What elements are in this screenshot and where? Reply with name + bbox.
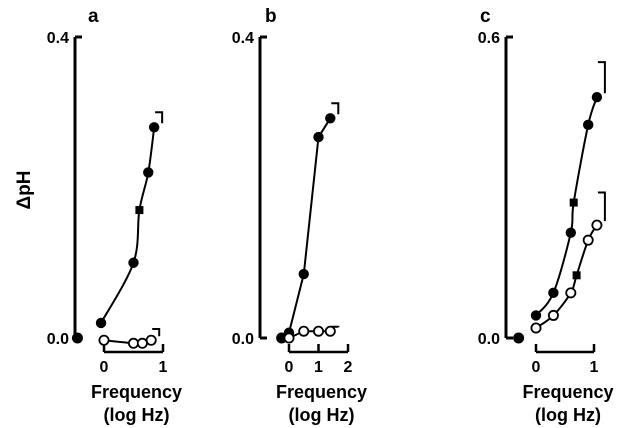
- error-bar: [597, 191, 606, 222]
- x-tick-label: 0: [532, 359, 541, 376]
- series-open: [530, 191, 606, 334]
- y-tick-label: 0.6: [478, 30, 500, 47]
- data-point: [325, 113, 336, 124]
- error-bar: [597, 61, 606, 94]
- panel-c: c 0.0 0.6 0 1 Frequency (log Hz): [478, 6, 614, 425]
- x-tick-label: 1: [159, 359, 168, 376]
- data-point: [530, 322, 542, 334]
- series-filled: [283, 102, 340, 338]
- x-axis-title: Frequency: [91, 382, 182, 402]
- error-bar: [152, 327, 161, 337]
- y-axis-title: ΔpH: [14, 171, 35, 210]
- data-point: [548, 287, 559, 299]
- baseline-point: [71, 332, 83, 344]
- data-point: [583, 119, 594, 130]
- series-filled: [95, 111, 164, 329]
- x-tick-label: 0: [100, 359, 109, 376]
- data-point: [591, 92, 603, 103]
- x-axis-title: Frequency: [522, 382, 613, 402]
- series-line: [288, 117, 332, 333]
- y-tick-label: 0.4: [232, 30, 254, 47]
- y-tick-label: 0.0: [47, 331, 69, 348]
- baseline-point: [513, 332, 525, 344]
- data-point: [313, 131, 324, 143]
- series-filled: [530, 61, 606, 321]
- panel-letter: a: [88, 6, 99, 27]
- y-tick-label: 0.0: [232, 331, 254, 348]
- data-point: [143, 167, 154, 178]
- data-point: [312, 325, 324, 337]
- data-point-square: [572, 271, 581, 280]
- data-point: [136, 337, 148, 349]
- error-bar: [331, 325, 340, 328]
- series-line: [100, 127, 156, 324]
- panel-letter: b: [265, 6, 277, 27]
- chart-panels: a 0.0 0.4 0 1 Frequency (log Hz) b 0.0 0.4 0 1 2 Freq…: [47, 6, 614, 425]
- data-point: [127, 337, 139, 349]
- error-bar: [155, 111, 164, 124]
- y-tick-label: 0.0: [478, 331, 500, 348]
- data-point: [298, 268, 309, 280]
- data-point: [582, 234, 594, 246]
- data-point: [324, 325, 336, 337]
- x-tick-label: 1: [314, 359, 323, 376]
- y-tick-label: 0.4: [47, 30, 69, 47]
- data-point: [298, 325, 310, 337]
- x-tick-label: 1: [590, 359, 599, 376]
- data-point-square: [135, 206, 144, 215]
- data-point: [283, 332, 295, 344]
- data-point: [530, 310, 542, 321]
- data-point: [591, 219, 603, 231]
- data-point: [145, 334, 157, 346]
- data-point: [565, 287, 577, 299]
- panel-letter: c: [480, 6, 491, 27]
- series-line: [288, 330, 331, 339]
- error-bar: [331, 102, 340, 115]
- data-point: [98, 334, 110, 346]
- x-axis-title: Frequency: [276, 382, 367, 402]
- series-open: [98, 327, 161, 349]
- data-point-square: [569, 198, 578, 207]
- data-point: [547, 309, 559, 321]
- panel-b: b 0.0 0.4 0 1 2 Frequency (log Hz): [232, 6, 367, 425]
- data-point: [148, 122, 160, 133]
- x-axis-unit: (log Hz): [104, 405, 170, 425]
- x-axis-unit: (log Hz): [535, 405, 601, 425]
- data-point: [95, 317, 107, 329]
- x-tick-label: 0: [285, 359, 294, 376]
- series-open: [283, 325, 340, 344]
- x-tick-label: 2: [344, 359, 353, 376]
- x-axis-unit: (log Hz): [289, 405, 355, 425]
- data-point: [128, 257, 139, 268]
- data-point: [565, 227, 576, 238]
- panel-a: a 0.0 0.4 0 1 Frequency (log Hz): [47, 6, 182, 425]
